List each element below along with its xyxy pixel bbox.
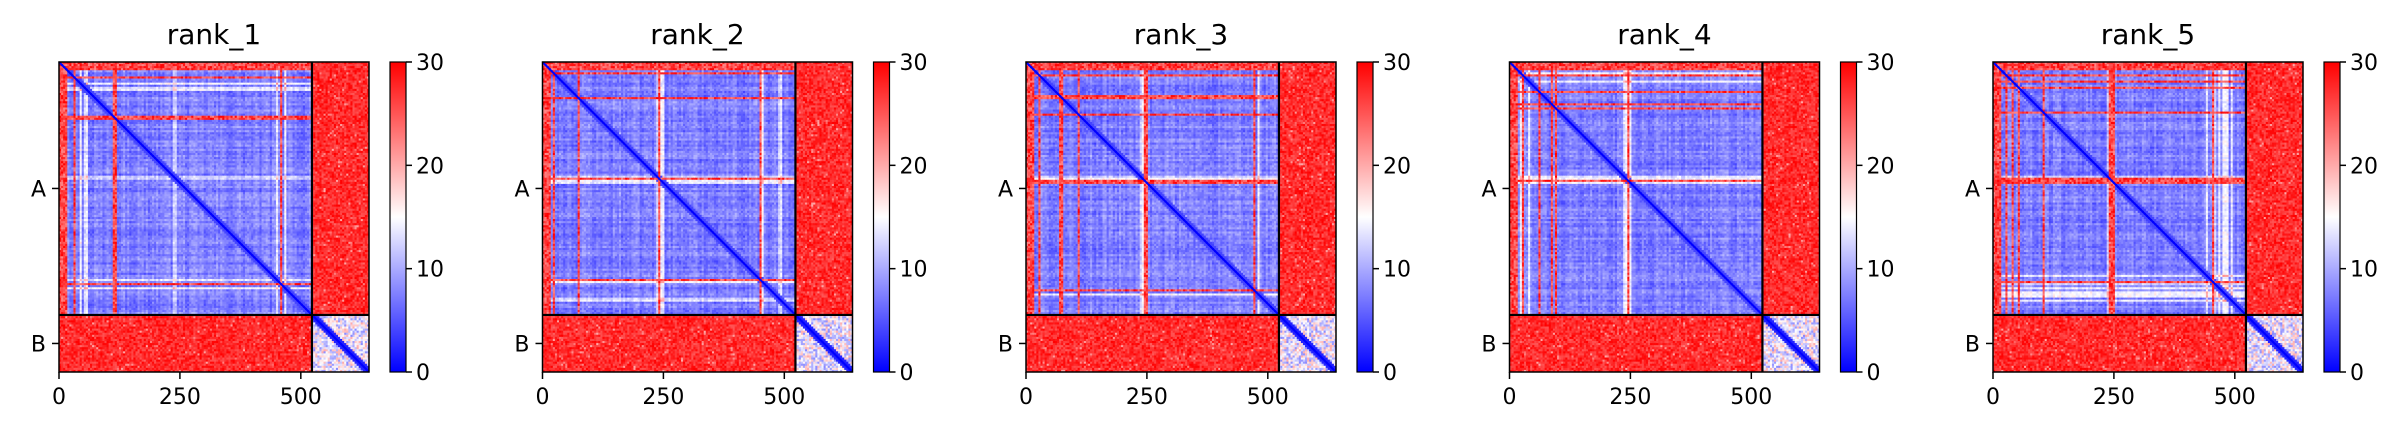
colorbar-tick-label: 20 bbox=[1867, 154, 1895, 179]
colorbar-tick-label: 0 bbox=[416, 361, 430, 386]
colorbar-tick-label: 30 bbox=[1383, 51, 1411, 76]
colorbar-tick-label: 30 bbox=[900, 51, 928, 76]
x-tick-label: 250 bbox=[2093, 385, 2135, 410]
colorbar-tick-label: 10 bbox=[416, 258, 444, 283]
x-tick-label: 0 bbox=[1503, 385, 1517, 410]
colorbar-tick-label: 0 bbox=[1867, 361, 1881, 386]
colorbar-tick-label: 20 bbox=[416, 154, 444, 179]
chain-label: B bbox=[998, 332, 1013, 357]
colorbar-tick-label: 10 bbox=[1383, 258, 1411, 283]
colorbar-tick-label: 30 bbox=[2350, 51, 2378, 76]
colorbar bbox=[1357, 62, 1373, 372]
chain-label: A bbox=[1965, 177, 1980, 202]
x-tick-label: 500 bbox=[763, 385, 805, 410]
chain-label: B bbox=[1965, 332, 1980, 357]
colorbar bbox=[1841, 62, 1857, 372]
x-tick-label: 0 bbox=[52, 385, 66, 410]
panel-rank_3: rank_3 0 250 500 A B 0 10 20 30 bbox=[998, 18, 1411, 410]
colorbar-tick-label: 10 bbox=[2350, 258, 2378, 283]
colorbar bbox=[874, 62, 890, 372]
colorbar bbox=[2324, 62, 2340, 372]
panel-title: rank_2 bbox=[650, 18, 744, 51]
x-tick-label: 0 bbox=[536, 385, 550, 410]
colorbar-tick-label: 20 bbox=[1383, 154, 1411, 179]
colorbar-tick-label: 30 bbox=[1867, 51, 1895, 76]
colorbar-tick-label: 0 bbox=[2350, 361, 2364, 386]
chain-label: B bbox=[1481, 332, 1496, 357]
x-tick-label: 0 bbox=[1019, 385, 1033, 410]
panel-rank_5: rank_5 0 250 500 A B 0 10 20 30 bbox=[1965, 18, 2378, 410]
chain-label: A bbox=[514, 177, 529, 202]
x-tick-label: 250 bbox=[1126, 385, 1168, 410]
chain-label: A bbox=[1481, 177, 1496, 202]
x-tick-label: 500 bbox=[2214, 385, 2256, 410]
x-tick-label: 250 bbox=[1609, 385, 1651, 410]
panel-title: rank_1 bbox=[167, 18, 261, 51]
colorbar-tick-label: 0 bbox=[1383, 361, 1397, 386]
colorbar-tick-label: 20 bbox=[2350, 154, 2378, 179]
chain-label: B bbox=[514, 332, 529, 357]
panel-title: rank_5 bbox=[2101, 18, 2195, 51]
panel-title: rank_4 bbox=[1617, 18, 1711, 51]
x-tick-label: 500 bbox=[1730, 385, 1772, 410]
x-tick-label: 250 bbox=[159, 385, 201, 410]
colorbar-tick-label: 10 bbox=[900, 258, 928, 283]
chain-label: B bbox=[31, 332, 46, 357]
chain-label: A bbox=[998, 177, 1013, 202]
colorbar-tick-label: 30 bbox=[416, 51, 444, 76]
x-tick-label: 500 bbox=[1247, 385, 1289, 410]
panel-rank_2: rank_2 0 250 500 A B 0 10 20 30 bbox=[514, 18, 927, 410]
colorbar-tick-label: 0 bbox=[900, 361, 914, 386]
x-tick-label: 500 bbox=[280, 385, 322, 410]
colorbar-tick-label: 20 bbox=[900, 154, 928, 179]
colorbar-tick-label: 10 bbox=[1867, 258, 1895, 283]
x-tick-label: 250 bbox=[642, 385, 684, 410]
colorbar bbox=[390, 62, 406, 372]
panel-rank_1: rank_1 0 250 500 A B 0 10 20 30 bbox=[31, 18, 444, 410]
panel-rank_4: rank_4 0 250 500 A B 0 10 20 30 bbox=[1481, 18, 1894, 410]
chain-label: A bbox=[31, 177, 46, 202]
x-tick-label: 0 bbox=[1986, 385, 2000, 410]
panel-title: rank_3 bbox=[1134, 18, 1228, 51]
